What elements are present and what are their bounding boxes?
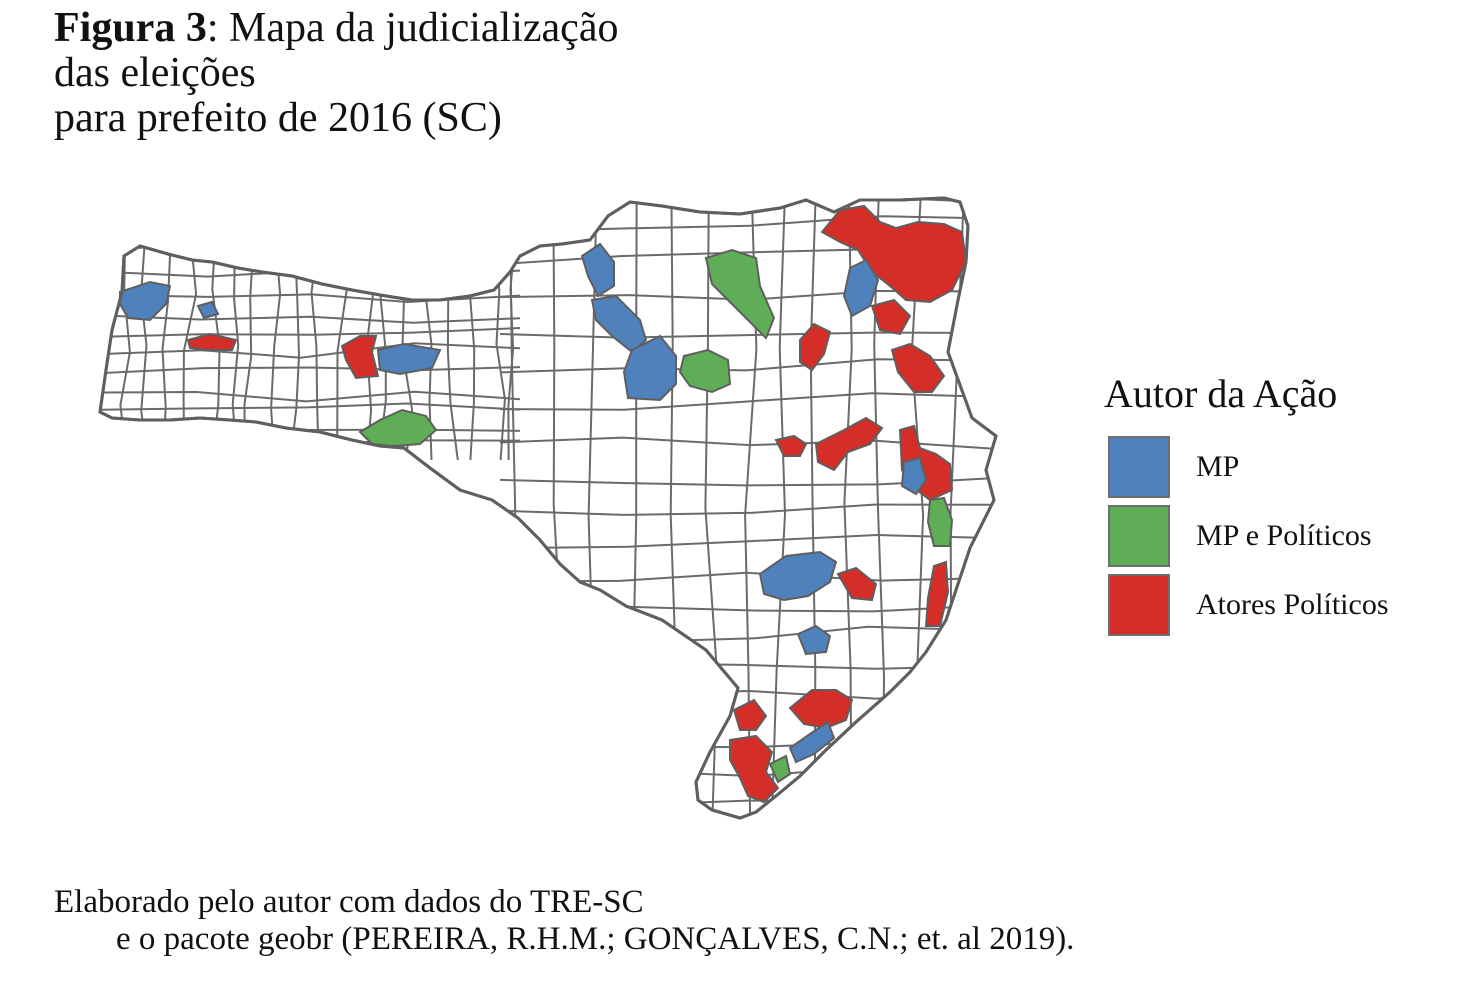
legend-label-mp-e-politicos: MP e Políticos [1196,519,1372,552]
municipality-border [499,503,996,516]
municipality-mp [196,300,220,320]
legend-swatch-atores-politicos [1108,574,1170,636]
municipality-border [289,239,301,461]
map-legend: Autor da Ação MP MP e Políticos Atores P… [1104,370,1389,643]
state-outline [98,196,998,820]
legend-item-atores-politicos: Atores Políticos [1104,574,1389,643]
legend-title: Autor da Ação [1104,371,1338,416]
municipality-atores-politicos [890,342,946,393]
municipality-mp [580,242,615,298]
legend-swatch-mp-e-politicos [1108,505,1170,567]
legend-swatch-mp [1108,436,1170,498]
municipality-mp-e-politicos [926,496,954,547]
municipality-border [499,331,996,339]
municipality-atores-politicos [732,698,768,731]
municipality-border [770,198,787,818]
municipality-border [100,366,521,375]
figure-title-line-2: das eleições [54,50,256,96]
highlighted-municipalities [119,204,968,804]
municipality-atores-politicos [799,322,832,372]
municipality-border [100,327,521,338]
choropleth-map [98,196,998,820]
municipality-atores-politicos [186,332,238,351]
municipality-atores-politicos [788,689,854,730]
municipality-mp-e-politicos [768,754,792,784]
municipality-atores-politicos [870,298,912,336]
legend-label-mp: MP [1196,450,1240,483]
municipality-border [499,392,996,411]
municipality-atores-politicos [774,434,808,457]
figure-title-text: : Mapa da judicialização [206,5,619,51]
municipality-border [499,533,996,550]
municipality-mp-e-politicos [678,348,732,394]
municipality-mp [119,280,172,322]
municipality-border [100,314,521,324]
municipality-mp [376,342,442,376]
legend-label-atores-politicos: Atores Políticos [1196,588,1389,621]
legend-item-mp: MP [1104,436,1337,505]
municipality-border [507,239,516,461]
municipality-atores-politicos [340,335,380,380]
municipality-atores-politicos [836,566,878,602]
municipality-border [100,402,521,411]
municipality-border [100,342,521,359]
municipality-mp [758,550,838,602]
municipality-atores-politicos [924,560,950,627]
legend-item-mp-e-politicos: MP e Políticos [1104,505,1372,574]
caption-line-1: Elaborado pelo autor com dados do TRE-SC [54,884,644,920]
municipality-border [100,390,521,403]
municipality-mp [796,624,832,656]
municipality-border [100,239,102,461]
figure-label: Figura 3 [54,5,207,51]
figure-title-line-3: para prefeito de 2016 (SC) [54,95,502,141]
municipality-atores-politicos [729,734,780,804]
figure-title: Figura 3: Mapa da judicialização das ele… [54,6,618,141]
municipality-mp [622,334,677,402]
municipality-atores-politicos [814,416,884,472]
municipality-mp [900,456,928,496]
municipality-mp-e-politicos [704,248,776,340]
municipality-mp [788,720,836,764]
caption-line-2: e o pacote geobr (PEREIRA, R.H.M.; GONÇA… [116,921,1075,957]
municipality-mp [842,258,880,318]
figure-caption: Elaborado pelo autor com dados do TRE-SC… [54,884,1074,958]
